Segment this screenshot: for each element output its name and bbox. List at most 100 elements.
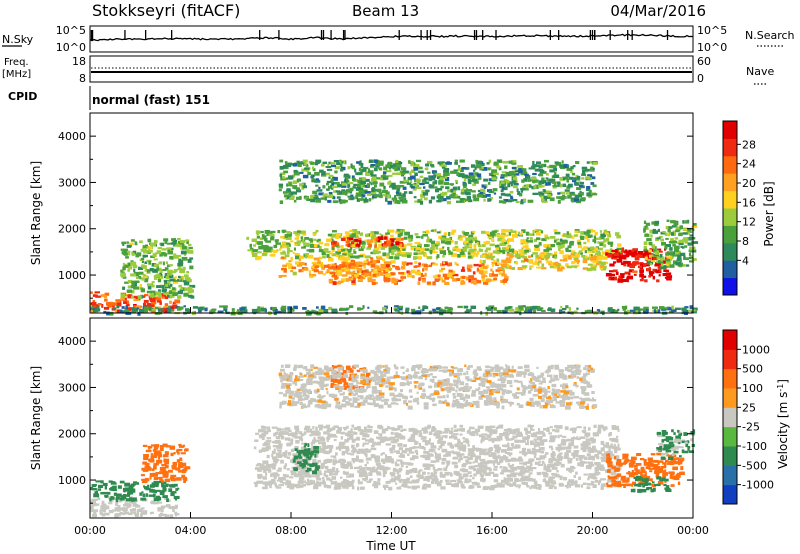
velocity-cell <box>314 483 320 487</box>
velocity-cell <box>499 472 505 475</box>
power-cell <box>299 255 304 259</box>
power-cell <box>583 231 590 235</box>
power-cell <box>350 197 354 201</box>
velocity-cell <box>543 454 547 458</box>
power-cell <box>520 188 524 193</box>
power-cell <box>315 229 319 233</box>
power-cell <box>450 240 454 243</box>
power-cell <box>355 263 358 268</box>
power-cell <box>421 190 425 194</box>
power-cell <box>261 245 266 249</box>
power-cell <box>141 260 144 263</box>
power-cell <box>562 183 566 187</box>
velocity-cell <box>456 428 463 432</box>
power-cell <box>360 185 364 188</box>
velocity-cell <box>378 433 382 436</box>
velocity-cell <box>149 473 154 477</box>
power-cell <box>371 176 376 180</box>
velocity-cell <box>363 426 367 431</box>
velocity-cell <box>471 426 475 430</box>
power-cell <box>490 253 493 257</box>
velocity-cell <box>390 473 396 477</box>
power-cell <box>181 256 188 261</box>
velocity-cell <box>564 426 569 431</box>
velocity-cell <box>288 452 292 456</box>
power-cell <box>399 180 406 184</box>
power-cell <box>441 235 447 240</box>
power-cell <box>507 264 510 268</box>
power-cell <box>466 264 473 269</box>
power-cell <box>496 258 500 263</box>
velocity-cell <box>377 478 381 481</box>
power-cell <box>416 310 422 315</box>
power-cell <box>511 160 517 163</box>
power-cell <box>133 271 140 276</box>
power-cell <box>297 178 301 182</box>
power-cell <box>371 190 377 195</box>
velocity-cell <box>356 455 359 460</box>
velocity-cell <box>415 441 419 445</box>
velocity-cell <box>474 459 478 463</box>
power-cell <box>666 278 672 281</box>
power-cell <box>381 174 386 178</box>
power-cell <box>442 246 445 249</box>
power-cell <box>432 183 435 186</box>
power-cell <box>331 308 338 313</box>
power-cell <box>497 237 503 242</box>
velocity-cell <box>374 485 379 489</box>
power-cell <box>359 160 362 165</box>
power-cell <box>414 233 419 236</box>
power-cell <box>485 247 491 251</box>
power-cell <box>367 168 371 172</box>
power-cell <box>166 264 171 267</box>
velocity-cell <box>485 472 491 476</box>
power-cell <box>130 295 134 299</box>
power-cell <box>371 197 374 200</box>
power-cell <box>318 270 324 275</box>
power-cell <box>420 274 425 277</box>
power-cell <box>486 162 490 165</box>
velocity-cell <box>557 457 563 461</box>
power-cell <box>270 306 273 311</box>
power-cell <box>684 306 689 309</box>
power-cell <box>460 189 464 193</box>
velocity-cell <box>254 467 261 470</box>
power-cell <box>316 306 319 309</box>
power-cell <box>419 170 424 174</box>
power-cell <box>641 277 644 280</box>
velocity-cell <box>582 441 588 445</box>
power-cell <box>468 275 475 279</box>
power-cell <box>532 309 536 313</box>
noise-line <box>89 33 694 42</box>
power-cell <box>586 267 592 272</box>
power-cell <box>358 198 363 201</box>
power-cell <box>483 282 488 285</box>
power-cell <box>482 266 488 270</box>
power-cell <box>338 254 342 258</box>
velocity-cell <box>517 458 524 462</box>
power-cell <box>281 274 287 277</box>
velocity-cell <box>149 488 154 493</box>
power-cell <box>452 273 459 277</box>
power-cell <box>183 292 189 297</box>
power-cell <box>336 192 341 195</box>
power-cell <box>153 276 158 280</box>
power-cell <box>644 256 648 260</box>
power-cell <box>444 306 449 309</box>
power-cell <box>302 185 307 189</box>
power-cell <box>231 308 235 312</box>
power-cell <box>492 270 495 275</box>
power-cell <box>399 199 404 202</box>
power-cell <box>467 242 472 245</box>
power-cell <box>692 307 698 311</box>
power-cell <box>331 253 337 257</box>
power-cell <box>478 248 481 252</box>
power-cell <box>375 238 379 242</box>
power-cell <box>150 304 153 307</box>
power-cell <box>626 276 632 280</box>
power-cell <box>159 253 163 257</box>
velocity-cell <box>311 475 316 478</box>
velocity-cell <box>476 485 481 488</box>
power-cell <box>366 183 369 187</box>
velocity-cell <box>266 454 270 459</box>
